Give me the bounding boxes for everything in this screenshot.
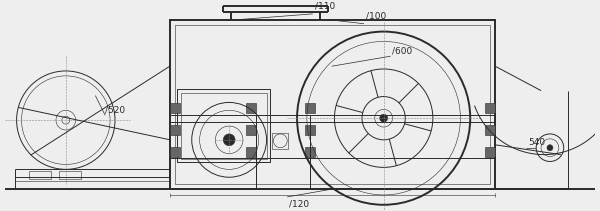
Bar — [305, 103, 315, 113]
Circle shape — [547, 145, 553, 151]
Text: /120: /120 — [289, 200, 310, 209]
Bar — [170, 20, 495, 189]
Bar — [246, 103, 256, 113]
Bar — [59, 171, 80, 179]
Bar — [485, 103, 495, 113]
Circle shape — [223, 134, 235, 146]
Bar — [175, 25, 490, 184]
Bar — [170, 103, 180, 113]
Bar — [485, 147, 495, 157]
Text: /600: /600 — [392, 46, 413, 55]
Bar — [305, 125, 315, 135]
Bar — [29, 171, 51, 179]
Bar — [305, 147, 315, 157]
Bar — [181, 93, 266, 158]
Bar — [177, 89, 271, 162]
Text: /100: /100 — [366, 12, 386, 21]
Circle shape — [380, 114, 388, 122]
Text: 540: 540 — [528, 138, 545, 147]
Text: /110: /110 — [315, 2, 335, 11]
Bar — [246, 125, 256, 135]
Bar — [485, 125, 495, 135]
Bar — [170, 147, 180, 157]
Bar — [246, 147, 256, 157]
Bar — [170, 125, 180, 135]
Text: /520: /520 — [105, 105, 125, 114]
Bar — [272, 133, 288, 149]
